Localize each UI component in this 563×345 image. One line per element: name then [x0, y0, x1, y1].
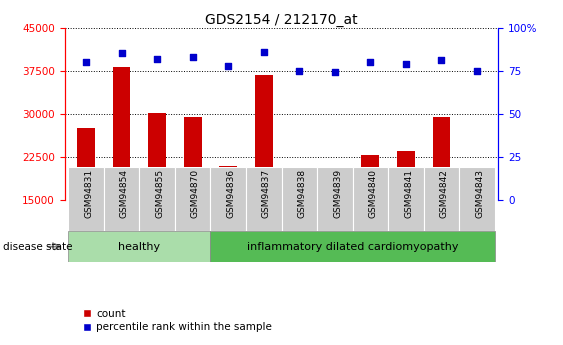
Point: [82, 59, 91, 65]
Text: inflammatory dilated cardiomyopathy: inflammatory dilated cardiomyopathy: [247, 242, 458, 252]
Title: GDS2154 / 212170_at: GDS2154 / 212170_at: [205, 12, 358, 27]
Bar: [397, 151, 415, 286]
Bar: [246, 167, 282, 231]
Bar: [175, 167, 211, 231]
Point: [295, 68, 304, 73]
Point: [259, 49, 268, 55]
Bar: [459, 167, 495, 231]
Bar: [68, 167, 104, 231]
Bar: [282, 167, 317, 231]
Bar: [211, 167, 246, 231]
Point: [472, 68, 481, 73]
Point: [117, 51, 126, 56]
Bar: [361, 155, 379, 286]
Text: GSM94831: GSM94831: [84, 169, 93, 218]
Bar: [291, 174, 308, 286]
Point: [224, 63, 233, 68]
Bar: [255, 75, 272, 286]
Bar: [468, 177, 486, 286]
Point: [188, 54, 197, 60]
Bar: [77, 128, 95, 286]
Bar: [423, 167, 459, 231]
Legend: count, percentile rank within the sample: count, percentile rank within the sample: [78, 305, 276, 336]
Point: [437, 58, 446, 63]
Text: GSM94842: GSM94842: [440, 169, 449, 218]
Text: GSM94855: GSM94855: [155, 169, 164, 218]
Text: GSM94836: GSM94836: [226, 169, 235, 218]
Bar: [184, 117, 202, 286]
Text: GSM94841: GSM94841: [404, 169, 413, 218]
Text: GSM94870: GSM94870: [191, 169, 200, 218]
Text: GSM94843: GSM94843: [475, 169, 484, 218]
Text: GSM94840: GSM94840: [369, 169, 378, 218]
Bar: [148, 113, 166, 286]
Text: GSM94839: GSM94839: [333, 169, 342, 218]
Bar: [388, 167, 423, 231]
Text: disease state: disease state: [3, 242, 72, 252]
Bar: [326, 186, 343, 286]
Text: GSM94854: GSM94854: [120, 169, 129, 218]
Bar: [211, 231, 495, 262]
Bar: [68, 231, 211, 262]
Bar: [352, 167, 388, 231]
Point: [330, 70, 339, 75]
Bar: [140, 167, 175, 231]
Bar: [104, 167, 140, 231]
Point: [401, 61, 410, 67]
Point: [153, 56, 162, 61]
Bar: [432, 117, 450, 286]
Bar: [317, 167, 352, 231]
Text: healthy: healthy: [118, 242, 160, 252]
Bar: [113, 67, 131, 286]
Bar: [220, 166, 237, 286]
Text: GSM94837: GSM94837: [262, 169, 271, 218]
Point: [366, 59, 375, 65]
Text: GSM94838: GSM94838: [297, 169, 306, 218]
